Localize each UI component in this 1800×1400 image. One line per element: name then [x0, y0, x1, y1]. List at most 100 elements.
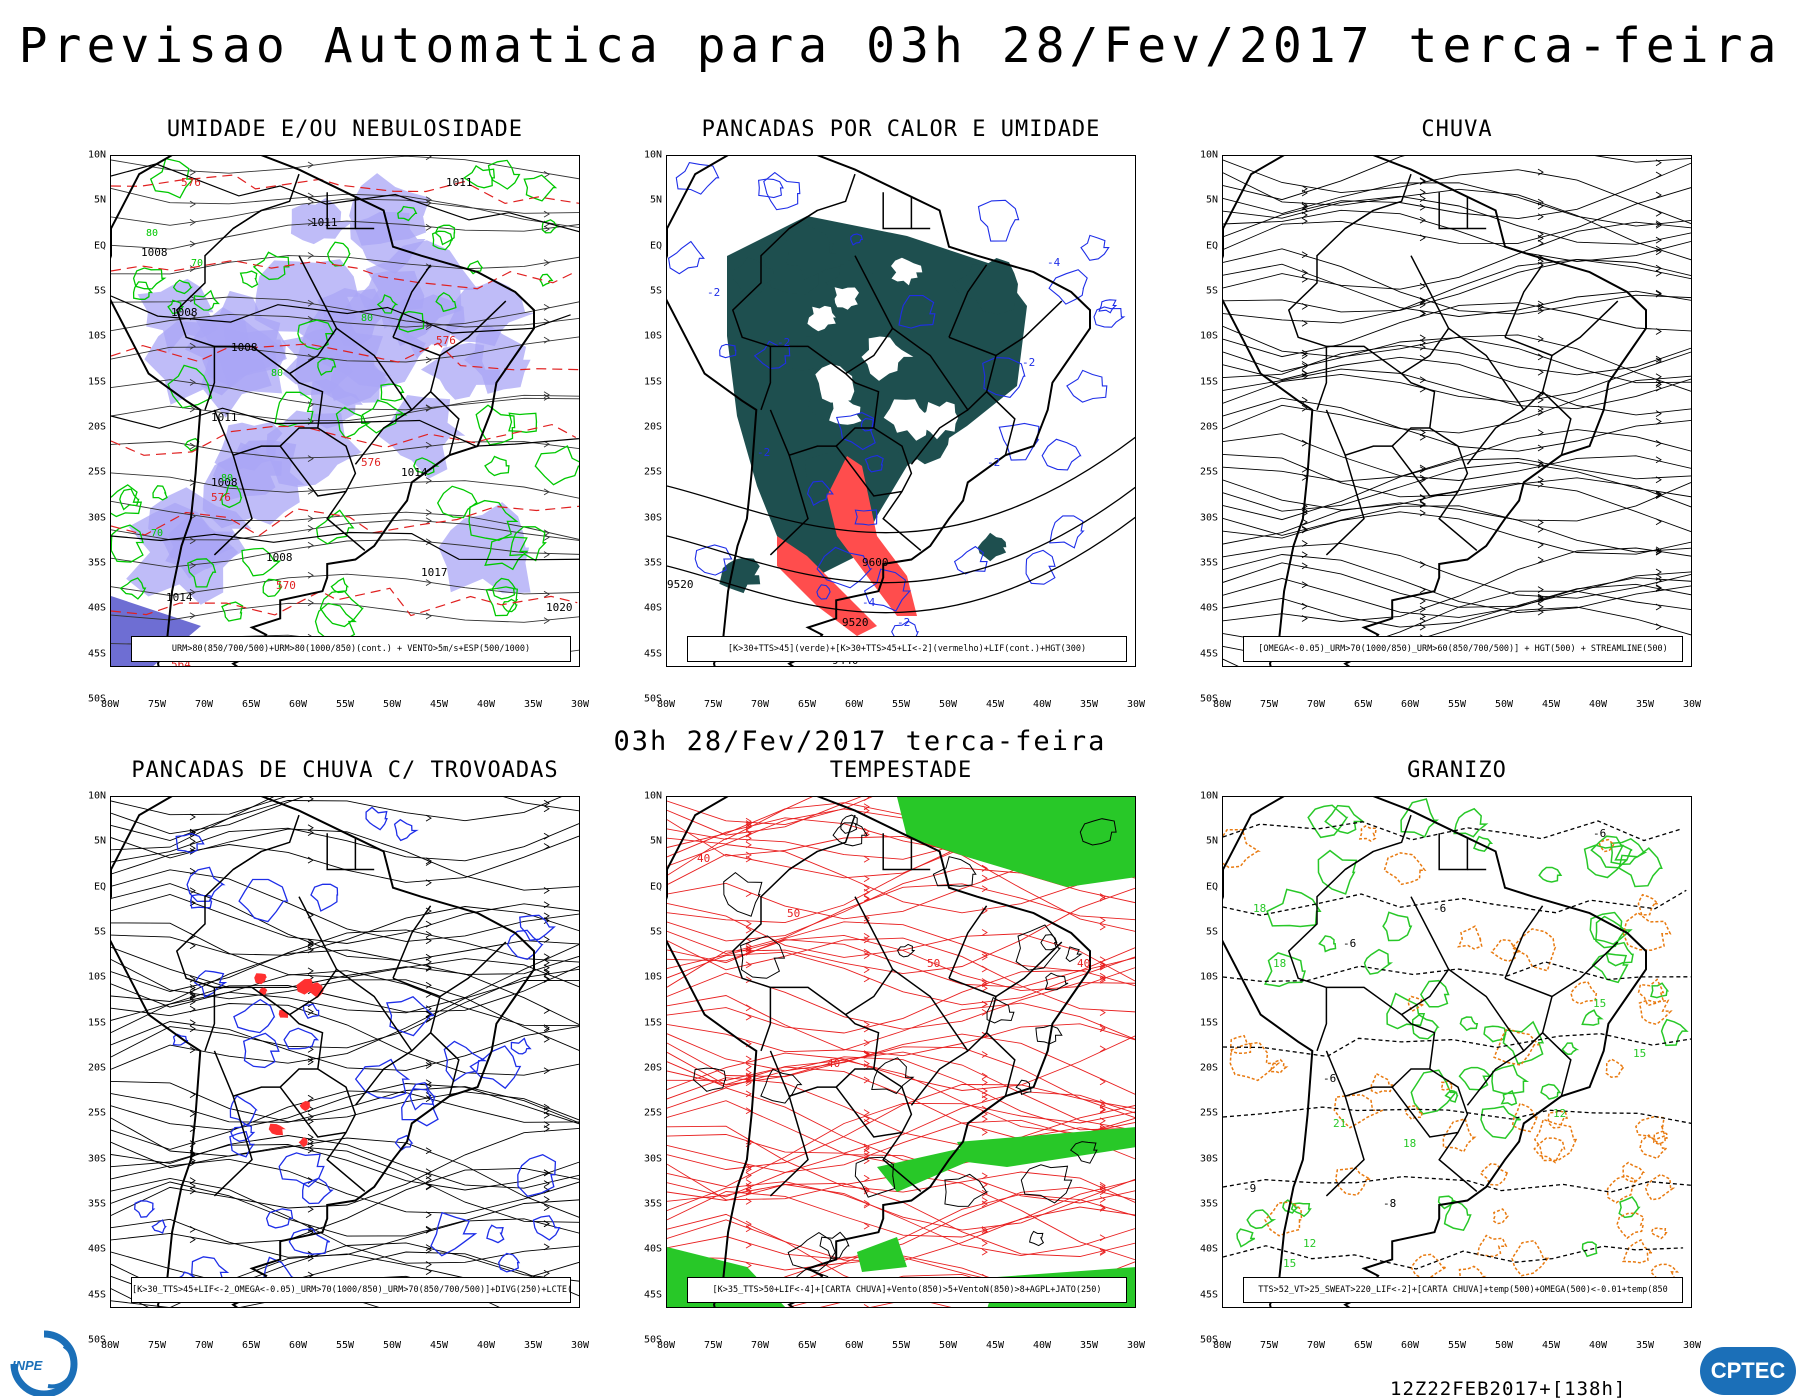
streamline-arrow — [1301, 349, 1308, 357]
lat-tick-label: 35S — [87, 557, 106, 569]
contour-line — [1236, 1228, 1256, 1248]
country-border — [232, 173, 300, 230]
streamline-arrow — [189, 1182, 196, 1190]
streamline-arrow — [1655, 456, 1662, 464]
streamline-arrow — [189, 612, 196, 620]
contour-line — [1650, 982, 1670, 999]
streamline-arrow — [1419, 203, 1426, 211]
contour-label: -2 — [777, 336, 790, 349]
contour-line — [1644, 1173, 1676, 1201]
lon-tick-label: 55W — [1447, 1340, 1467, 1351]
streamline-arrow — [981, 1239, 988, 1247]
streamline-arrow — [1301, 269, 1308, 277]
contour-line — [111, 484, 143, 518]
streamline-arrow — [1419, 234, 1426, 242]
humidity-fill — [378, 395, 466, 479]
country-border — [279, 1068, 357, 1138]
contour-label: 1014 — [401, 466, 428, 479]
contour-line — [1229, 1041, 1281, 1082]
country-border — [910, 409, 969, 465]
lon-tick-label: 75W — [1259, 1340, 1279, 1351]
contour-line — [1307, 804, 1349, 839]
country-border — [770, 986, 880, 1070]
streamline-arrow — [1655, 573, 1662, 581]
streamline-arrow — [1099, 1249, 1106, 1256]
streamline — [111, 255, 579, 275]
streamline — [1223, 221, 1691, 290]
lat-tick-label: 50S — [643, 693, 662, 705]
panel-trovoadas: PANCADAS DE CHUVA C/ TROVOADAS [K>30_TTS… — [88, 758, 589, 1351]
lon-tick-label: 35W — [1635, 1340, 1655, 1351]
streamline — [111, 828, 579, 891]
streamline-arrow — [189, 1005, 196, 1013]
streamline — [667, 1035, 1135, 1091]
convection-fill — [732, 257, 774, 295]
streamline-arrow — [189, 1177, 196, 1184]
streamline — [667, 1186, 1135, 1260]
contour-line — [1015, 924, 1062, 971]
streamline — [111, 968, 579, 1058]
streamline — [1223, 248, 1691, 315]
streamline — [1223, 453, 1691, 508]
contour-line — [1483, 1025, 1507, 1043]
contour-line — [1029, 1230, 1045, 1247]
streamline-arrow — [1099, 956, 1106, 964]
contour-label: 1011 — [211, 411, 238, 424]
contour-line — [1650, 1227, 1668, 1240]
streamline-arrow — [1537, 396, 1544, 404]
contour-line — [1223, 829, 1261, 869]
streamline-arrow — [1537, 335, 1544, 343]
contour-line — [431, 230, 454, 251]
streamline-arrow — [1099, 972, 1106, 980]
contour-label: 1011 — [311, 216, 338, 229]
streamline-arrow — [543, 887, 550, 894]
contour-label: -6 — [1343, 937, 1356, 950]
contour-line — [932, 856, 977, 887]
country-border — [1504, 905, 1544, 979]
streamline-arrow — [307, 797, 314, 803]
country-border — [439, 300, 507, 357]
streamline-arrow — [1419, 586, 1426, 594]
streamline-arrow — [1655, 236, 1662, 244]
contour-line — [977, 199, 1020, 242]
lon-tick-label: 70W — [1306, 1340, 1326, 1351]
streamline-arrow — [425, 953, 432, 961]
streamline — [111, 198, 579, 226]
instability-fill — [827, 456, 917, 616]
streamline-arrow — [543, 1204, 550, 1211]
contour-line — [1065, 946, 1083, 963]
contour-line — [193, 289, 220, 311]
streamline-arrow — [307, 1094, 314, 1102]
country-border — [1438, 491, 1478, 551]
thunderstorm-fill — [296, 978, 313, 995]
contour-line — [152, 485, 168, 501]
contour-line — [1493, 1026, 1541, 1066]
contour-label: 40 — [1077, 957, 1090, 970]
contour-label: 576 — [211, 491, 231, 504]
streamline-arrow — [1655, 357, 1662, 365]
streamline-arrow — [863, 1201, 870, 1209]
streamline — [111, 944, 579, 1034]
streamline-arrow — [543, 1169, 550, 1177]
contour-line — [1638, 999, 1673, 1026]
lat-tick-label: 5N — [1205, 835, 1218, 847]
contour-line — [1044, 972, 1069, 991]
lon-tick-label: 45W — [985, 699, 1005, 710]
lat-axis: 10N 5N EQ 5S 10S 15S 20S 25S 30S 35S 40S 45S 50S — [1178, 150, 1218, 705]
streamline-arrow — [543, 912, 550, 920]
streamline-arrow — [745, 820, 752, 827]
streamline-arrow — [981, 1051, 988, 1058]
contour-line — [1610, 837, 1648, 865]
thickness-contour — [111, 505, 579, 537]
contour-line — [534, 445, 579, 486]
panel-pancadas-calor: PANCADAS POR CALOR E UMIDADE -2 -2 -2 -2 -4 -… — [644, 117, 1145, 710]
contour-line — [365, 806, 388, 831]
streamline-arrow — [1099, 1196, 1106, 1203]
country-border — [175, 850, 262, 1052]
streamline-arrow — [425, 920, 432, 928]
streamline-arrow — [1301, 540, 1308, 547]
contour-line — [854, 1156, 896, 1198]
clear-area — [807, 305, 836, 332]
map-svg — [1223, 156, 1691, 666]
country-border — [1542, 391, 1572, 456]
